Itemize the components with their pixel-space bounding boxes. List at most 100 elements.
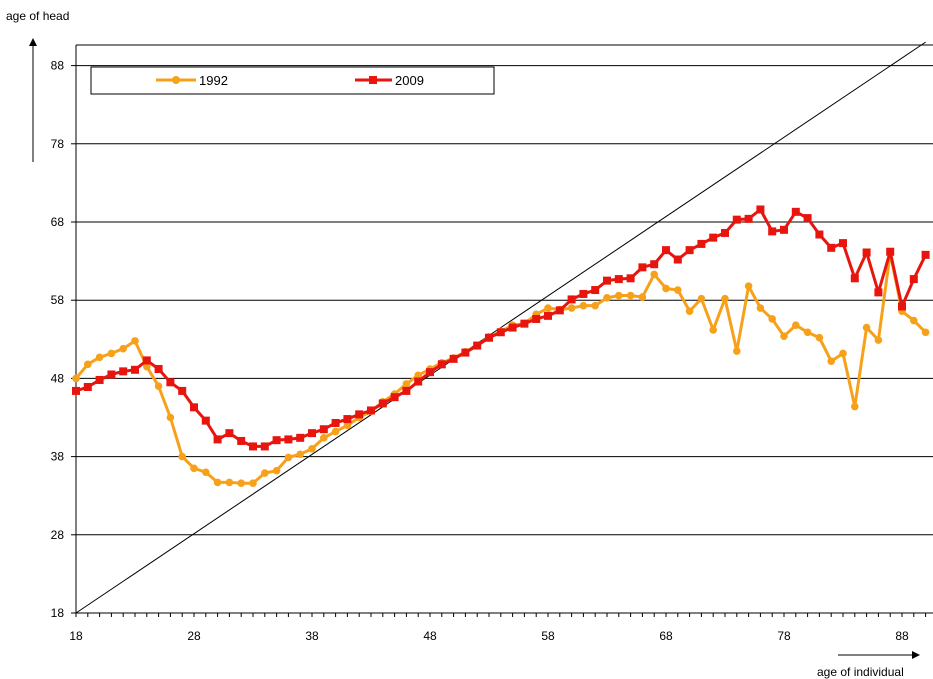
- plot-frame: [75, 44, 933, 614]
- point-2009-20: [95, 375, 104, 384]
- point-2009-34: [260, 442, 269, 451]
- point-1992-68: [662, 284, 670, 293]
- point-2009-59: [555, 306, 564, 315]
- point-2009-45: [390, 393, 399, 402]
- point-2009-72: [709, 233, 718, 242]
- point-1992-35: [272, 466, 281, 475]
- point-1992-34: [261, 469, 269, 477]
- point-2009-53: [485, 333, 493, 342]
- point-2009-67: [650, 260, 659, 269]
- point-1992-22: [119, 344, 127, 353]
- point-1992-38: [308, 444, 316, 453]
- series-line-1992: [74, 251, 927, 485]
- x-tick-label-78: 78: [777, 629, 791, 643]
- point-2009-32: [237, 436, 246, 445]
- point-1992-69: [674, 286, 682, 294]
- point-2009-29: [201, 416, 210, 425]
- legend-entry-1992: 1992: [156, 73, 228, 88]
- point-2009-23: [131, 365, 139, 374]
- series-1992: [72, 249, 930, 487]
- point-2009-76: [756, 205, 765, 214]
- point-1992-46: [402, 380, 411, 388]
- x-tick-label-38: 38: [305, 629, 319, 643]
- point-2009-28: [190, 403, 198, 412]
- point-1992-74: [733, 347, 741, 355]
- point-2009-74: [732, 215, 741, 224]
- point-1992-90: [921, 328, 930, 337]
- x-tick-label-48: 48: [423, 629, 437, 643]
- point-1992-85: [862, 323, 871, 332]
- point-1992-81: [815, 333, 824, 342]
- point-2009-70: [685, 246, 694, 255]
- point-2009-62: [591, 286, 600, 295]
- point-1992-33: [249, 479, 257, 487]
- point-1992-40: [331, 427, 340, 436]
- point-1992-47: [414, 371, 423, 380]
- point-1992-30: [213, 478, 222, 487]
- point-2009-38: [308, 429, 316, 438]
- point-1992-63: [603, 294, 611, 302]
- point-2009-26: [166, 378, 175, 387]
- point-2009-52: [473, 341, 482, 350]
- point-1992-41: [343, 421, 352, 430]
- point-2009-81: [815, 230, 824, 239]
- point-2009-19: [83, 383, 92, 392]
- point-1992-58: [544, 304, 552, 312]
- point-2009-22: [119, 367, 128, 376]
- point-1992-18: [72, 374, 80, 383]
- point-1992-72: [709, 326, 717, 334]
- point-1992-24: [143, 362, 151, 371]
- point-2009-35: [272, 436, 281, 445]
- point-2009-56: [520, 319, 529, 328]
- point-2009-71: [697, 239, 706, 248]
- point-2009-33: [249, 442, 257, 451]
- reference-diagonal-line: [75, 41, 926, 614]
- point-2009-80: [803, 214, 812, 223]
- point-1992-86: [874, 336, 883, 344]
- point-2009-50: [449, 354, 458, 363]
- point-1992-29: [202, 468, 210, 477]
- point-1992-84: [851, 402, 859, 411]
- point-2009-36: [284, 435, 293, 444]
- point-1992-66: [638, 293, 647, 301]
- point-2009-44: [378, 399, 387, 408]
- point-2009-88: [898, 302, 906, 311]
- point-1992-77: [768, 315, 776, 323]
- point-1992-73: [721, 294, 729, 303]
- point-1992-61: [579, 301, 588, 310]
- point-2009-57: [532, 314, 541, 323]
- point-2009-24: [142, 356, 151, 365]
- point-2009-84: [850, 274, 859, 283]
- point-1992-21: [107, 349, 116, 358]
- point-1992-27: [178, 452, 186, 461]
- point-2009-66: [638, 263, 647, 272]
- point-1992-76: [756, 304, 765, 312]
- x-axis-arrow-head: [912, 651, 920, 659]
- point-2009-49: [437, 360, 446, 369]
- point-1992-65: [626, 291, 635, 300]
- point-2009-90: [921, 250, 930, 259]
- point-2009-61: [579, 289, 588, 298]
- point-1992-79: [792, 321, 800, 330]
- point-1992-31: [225, 478, 234, 487]
- y-tick-label-88: 88: [51, 59, 65, 73]
- y-tick-label-78: 78: [51, 137, 65, 151]
- point-2009-37: [296, 433, 305, 442]
- point-1992-60: [567, 304, 576, 312]
- point-1992-78: [780, 332, 788, 340]
- point-1992-80: [803, 328, 812, 337]
- legend-entry-2009: 2009: [355, 73, 424, 88]
- y-tick-labels: 18 28 38 48 58 68 78 88: [51, 59, 76, 620]
- point-2009-78: [780, 225, 788, 234]
- x-axis-title-group: age of individual: [817, 651, 920, 679]
- point-1992-32: [237, 479, 245, 487]
- y-tick-label-48: 48: [51, 371, 65, 385]
- series-lines: [72, 205, 930, 487]
- point-1992-75: [744, 282, 753, 290]
- legend: 1992 2009: [90, 66, 495, 95]
- point-1992-64: [615, 291, 623, 300]
- x-tick-labels: 18 28 38 48 58 68 78 88: [69, 629, 909, 643]
- x-tick-label-28: 28: [187, 629, 201, 643]
- point-2009-63: [603, 276, 611, 285]
